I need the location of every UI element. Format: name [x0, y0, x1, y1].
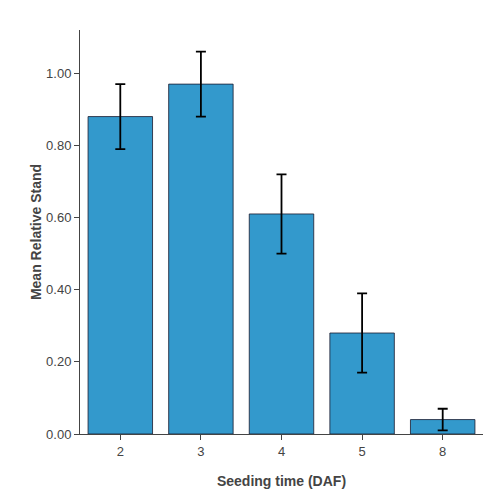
svg-text:5: 5 — [358, 444, 365, 459]
svg-text:0.40: 0.40 — [46, 282, 71, 297]
svg-text:2: 2 — [117, 444, 124, 459]
svg-text:4: 4 — [278, 444, 285, 459]
svg-text:0.60: 0.60 — [46, 210, 71, 225]
svg-text:3: 3 — [197, 444, 204, 459]
svg-text:1.00: 1.00 — [46, 66, 71, 81]
svg-text:0.20: 0.20 — [46, 354, 71, 369]
svg-text:Seeding time (DAF): Seeding time (DAF) — [217, 473, 346, 489]
svg-text:8: 8 — [439, 444, 446, 459]
svg-text:0.00: 0.00 — [46, 427, 71, 442]
svg-text:0.80: 0.80 — [46, 138, 71, 153]
svg-text:Mean Relative Stand: Mean Relative Stand — [28, 164, 44, 300]
